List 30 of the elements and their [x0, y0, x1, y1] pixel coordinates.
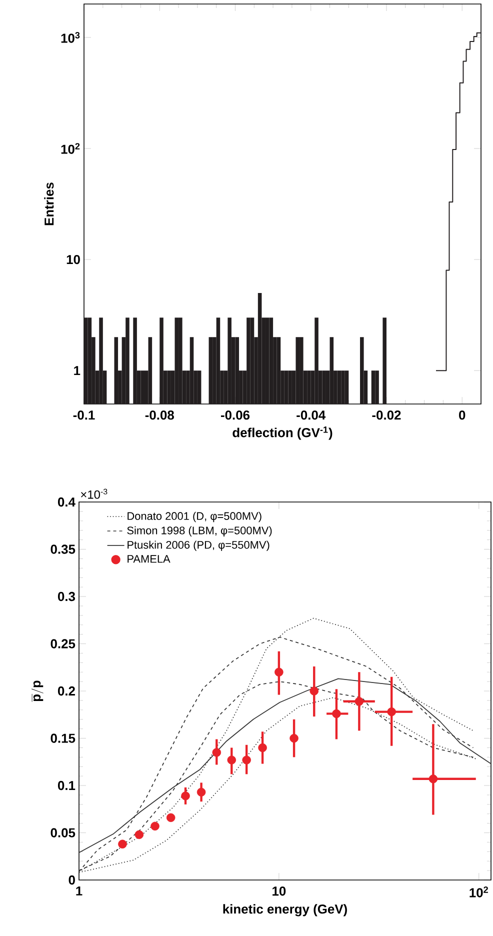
y-tick-label: 0.35 [50, 544, 76, 554]
y-axis-title: $\mathbf{\overline{p}/p}$ [31, 680, 44, 702]
y-tick-label: 10$^{3}$ [61, 32, 80, 43]
y-tick-label: 0.3 [58, 592, 76, 602]
x-tick-label: -0.04 [296, 410, 326, 420]
y-tick-label: 0.15 [50, 734, 76, 743]
x-tick-label: 10 [272, 886, 286, 896]
text: ×10$^{-3}$ [81, 488, 108, 499]
legend-label: Ptuskin 2006 (PD, φ=550MV) [128, 540, 270, 551]
y-tick-label: 0 [68, 875, 75, 885]
y-tick-label: 0.05 [50, 828, 76, 838]
x-axis-title: deflection (GV$^{-1}$) [232, 426, 332, 440]
x-tick-label: -0.1 [73, 410, 95, 420]
x-tick-label: -0.08 [145, 410, 174, 420]
x-tick-label: -0.06 [220, 410, 250, 420]
y-tick-label: 0.25 [50, 639, 76, 648]
y-tick-label: 0.2 [58, 686, 75, 696]
y-tick-label: 10$^{2}$ [61, 143, 80, 154]
y-axis-title: Entries [44, 182, 54, 226]
y-tick-label: 1 [74, 366, 80, 376]
legend-label: Donato 2001 (D, φ=500MV) [128, 512, 262, 522]
y-tick-label: 10 [66, 254, 80, 264]
legend-label: PAMELA [128, 555, 170, 563]
legend-label: Simon 1998 (LBM, φ=500MV) [127, 526, 272, 536]
y-tick-label: 0.4 [58, 497, 76, 507]
x-axis-title: kinetic energy (GeV) [223, 904, 347, 916]
x-tick-label: -0.02 [372, 410, 401, 420]
x-tick-label: 10$^{2}$ [470, 886, 488, 898]
x-tick-label: 0 [459, 410, 466, 420]
y-tick-label: 0.1 [58, 780, 76, 790]
